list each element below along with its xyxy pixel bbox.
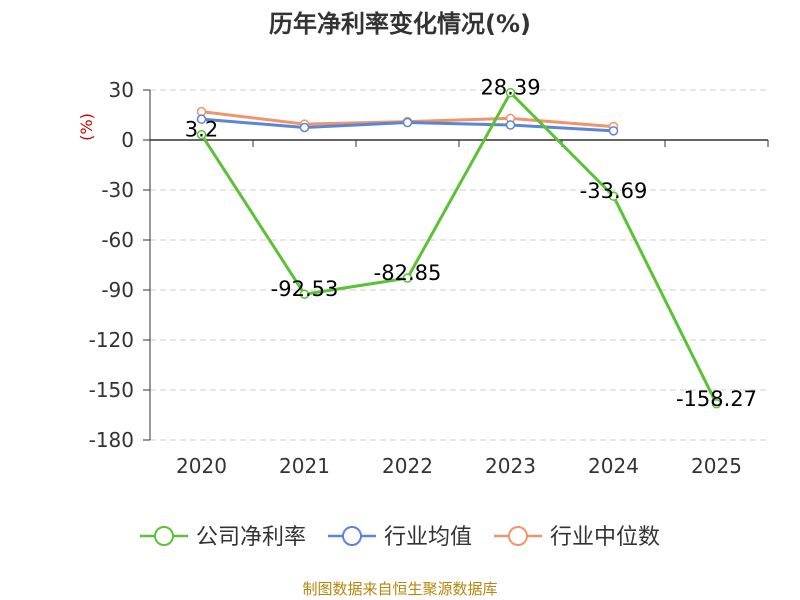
x-tick-label: 2022 [382,454,433,478]
legend-label: 行业中位数 [550,525,660,550]
y-tick-label: -30 [101,178,134,202]
series-lines [196,87,722,409]
data-point [196,114,207,124]
x-tick-label: 2023 [485,454,536,478]
legend-marker [342,526,362,546]
x-tick-label: 2025 [691,454,742,478]
y-tick-label: 30 [109,78,134,102]
source-note: 制图数据来自恒生聚源数据库 [302,580,497,598]
legend-label: 行业均值 [384,525,472,550]
data-label: -158.27 [676,387,757,411]
legend-label: 公司净利率 [196,525,306,550]
data-point [711,399,722,409]
data-label: -82.85 [374,261,442,285]
chart-title: 历年净利率变化情况(%) [269,10,531,38]
data-point [402,117,413,128]
data-label: -33.69 [580,179,648,203]
x-tick-label: 2020 [176,454,227,478]
data-point [608,191,619,201]
x-tick-label: 2021 [279,454,330,478]
legend-item[interactable]: 行业均值 [328,525,472,550]
series-line [200,91,718,405]
axes: 30 0 -30 -60 -90 -120 -150 -180 2020 2021 2022 2023… [89,78,769,478]
x-tick-label: 2024 [588,454,639,478]
data-point [505,120,516,130]
y-tick-label: -120 [89,328,134,352]
data-point [299,289,310,299]
legend-marker [508,526,528,546]
y-axis-unit: (%) [77,113,96,141]
data-point [608,126,619,136]
legend-item[interactable]: 行业中位数 [494,525,660,550]
legend-marker [154,526,174,546]
data-label: 28.39 [480,76,540,100]
grid-lines [150,89,768,441]
y-tick-label: -90 [101,278,134,302]
y-tick-label: -180 [89,428,134,452]
data-label: 3.2 [185,118,218,142]
legend: 公司净利率 行业均值 行业中位数 [140,525,660,550]
data-point [505,87,516,98]
data-point [402,273,413,283]
data-point [196,129,207,140]
data-label: -92.53 [271,277,339,301]
y-tick-label: 0 [121,128,134,152]
data-point [299,122,310,133]
legend-item[interactable]: 公司净利率 [140,525,306,550]
y-tick-label: -150 [89,378,134,402]
data-labels: 3.2 -92.53 -82.85 28.39 -33.69 -158.27 [185,76,757,411]
y-tick-label: -60 [101,228,134,252]
